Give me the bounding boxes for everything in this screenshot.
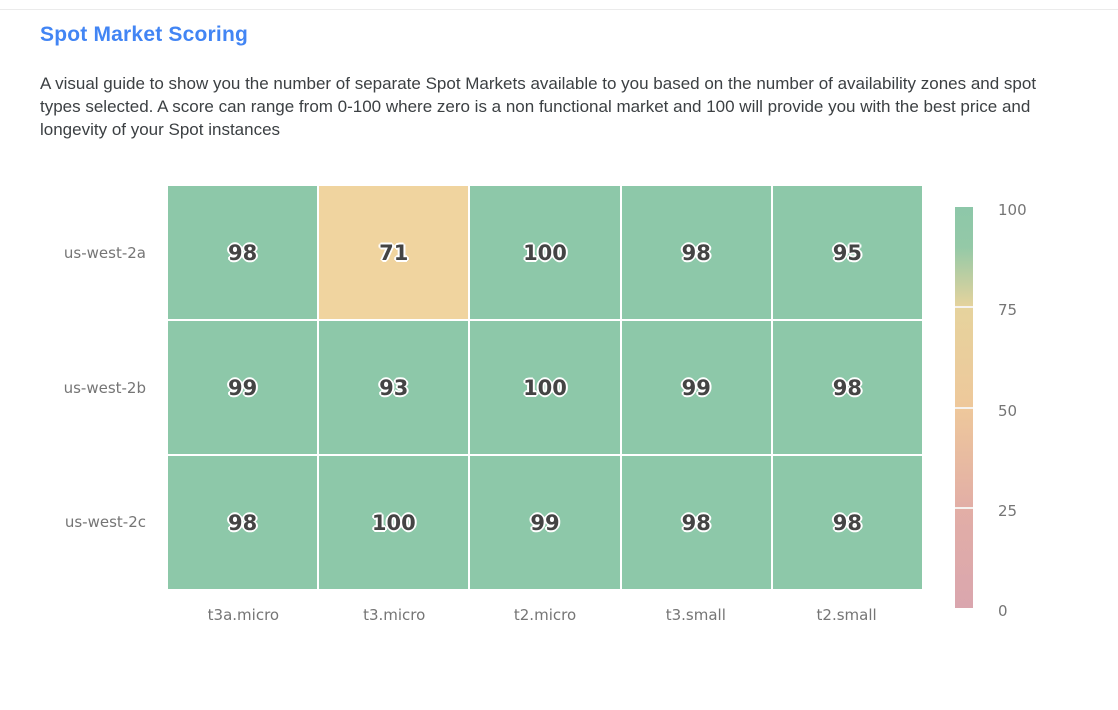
heatmap-cell[interactable]: 99 (621, 321, 771, 454)
colorbar-tick-labels: 100 75 50 25 0 (998, 201, 1038, 620)
colorbar-tick-line (955, 306, 973, 309)
heatmap-cell[interactable]: 98 (621, 456, 771, 589)
heatmap-column-label: t3.small (665, 606, 726, 624)
heatmap-cell[interactable]: 71 (319, 186, 469, 319)
heatmap-cell[interactable]: 98 (621, 186, 771, 319)
chart-description: A visual guide to show you the number of… (40, 74, 1037, 139)
page-title: Spot Market Scoring (40, 23, 248, 46)
colorbar-tick-label: 25 (998, 501, 1018, 520)
heatmap-cell[interactable]: 100 (470, 186, 620, 319)
heatmap-row-label: us-west-2c (64, 512, 146, 531)
colorbar-tick-label: 0 (998, 602, 1008, 620)
heatmap-cell[interactable]: 99 (168, 321, 318, 454)
heatmap-cell[interactable]: 98 (772, 456, 922, 589)
heatmap-column-label: t3.micro (363, 606, 426, 624)
heatmap-column-label: t3a.micro (207, 606, 280, 624)
colorbar-tick-label: 75 (998, 301, 1018, 320)
heatmap-cell[interactable]: 98 (772, 321, 922, 454)
colorbar-gradient (955, 207, 973, 608)
heatmap-x-axis-labels: t3a.micro t3.micro t2.micro t3.small t2.smal… (168, 606, 922, 628)
colorbar-tick-label: 50 (998, 401, 1018, 420)
colorbar-tick-label: 100 (998, 201, 1027, 219)
heatmap-row-label: us-west-2b (63, 378, 146, 397)
heatmap-column-label: t2.micro (513, 606, 577, 624)
heatmap-row-label: us-west-2a (63, 244, 146, 263)
top-divider (0, 9, 1118, 10)
heatmap-cell[interactable]: 100 (319, 456, 469, 589)
heatmap-cell[interactable]: 99 (470, 456, 620, 589)
heatmap-cell[interactable]: 98 (168, 456, 318, 589)
heatmap-cell[interactable]: 93 (319, 321, 469, 454)
heatmap-column-label: t2.small (816, 606, 877, 624)
heatmap-grid: 98 71 100 98 95 99 93 100 99 98 98 100 99 98 98 (168, 186, 922, 589)
colorbar-tick-line (955, 506, 973, 509)
heatmap-y-axis-labels: us-west-2a us-west-2b us-west-2c (0, 186, 150, 589)
heatmap-cell[interactable]: 95 (772, 186, 922, 319)
colorbar-tick-line (955, 406, 973, 409)
heatmap-cell[interactable]: 98 (168, 186, 318, 319)
heatmap-cell[interactable]: 100 (470, 321, 620, 454)
